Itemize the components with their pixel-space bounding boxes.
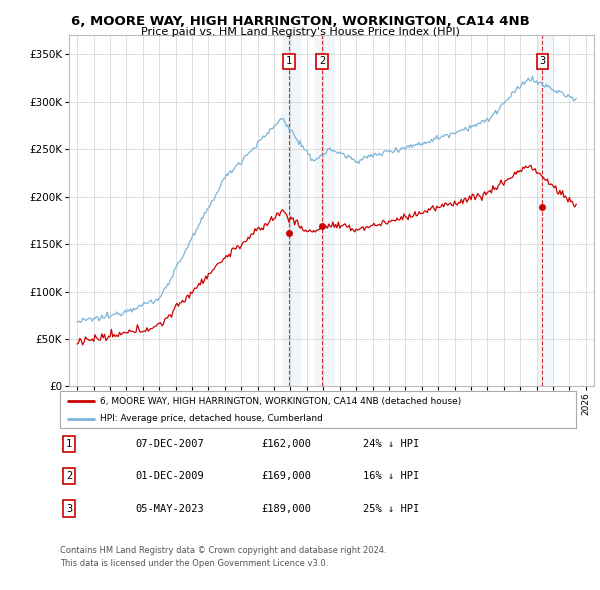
Text: 1: 1	[66, 439, 72, 448]
Bar	[536, 35, 553, 386]
Text: 25% ↓ HPI: 25% ↓ HPI	[363, 504, 419, 513]
Text: This data is licensed under the Open Government Licence v3.0.: This data is licensed under the Open Gov…	[60, 559, 328, 568]
Text: 07-DEC-2007: 07-DEC-2007	[135, 439, 204, 448]
Text: 16% ↓ HPI: 16% ↓ HPI	[363, 471, 419, 481]
Text: 1: 1	[286, 56, 292, 66]
Text: £162,000: £162,000	[261, 439, 311, 448]
Text: 3: 3	[66, 504, 72, 513]
Text: 3: 3	[539, 56, 545, 66]
Bar	[315, 35, 335, 386]
Text: 2: 2	[319, 56, 325, 66]
Bar	[282, 35, 302, 386]
Text: Price paid vs. HM Land Registry's House Price Index (HPI): Price paid vs. HM Land Registry's House …	[140, 27, 460, 37]
Text: 01-DEC-2009: 01-DEC-2009	[135, 471, 204, 481]
Text: 2: 2	[66, 471, 72, 481]
Text: 6, MOORE WAY, HIGH HARRINGTON, WORKINGTON, CA14 4NB (detached house): 6, MOORE WAY, HIGH HARRINGTON, WORKINGTO…	[100, 396, 461, 405]
Text: 24% ↓ HPI: 24% ↓ HPI	[363, 439, 419, 448]
Text: £169,000: £169,000	[261, 471, 311, 481]
Text: £189,000: £189,000	[261, 504, 311, 513]
Text: Contains HM Land Registry data © Crown copyright and database right 2024.: Contains HM Land Registry data © Crown c…	[60, 546, 386, 555]
Text: 05-MAY-2023: 05-MAY-2023	[135, 504, 204, 513]
Text: 6, MOORE WAY, HIGH HARRINGTON, WORKINGTON, CA14 4NB: 6, MOORE WAY, HIGH HARRINGTON, WORKINGTO…	[71, 15, 529, 28]
Text: HPI: Average price, detached house, Cumberland: HPI: Average price, detached house, Cumb…	[100, 414, 323, 423]
